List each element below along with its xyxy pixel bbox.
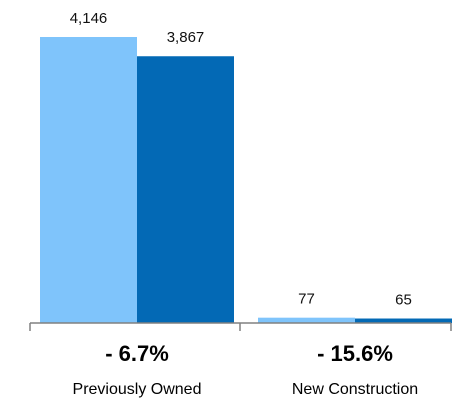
- value-label-1-0: 77: [298, 291, 315, 308]
- percent-changes-group: - 6.7% - 15.6%: [105, 341, 393, 366]
- bar-1-1: [355, 318, 452, 323]
- value-label-1-1: 65: [395, 292, 412, 309]
- category-labels-group: Previously Owned New Construction: [73, 381, 419, 398]
- bar-0-0: [40, 37, 137, 323]
- category-label-0: Previously Owned: [73, 381, 202, 398]
- x-axis: [29, 322, 452, 331]
- category-label-1: New Construction: [292, 381, 418, 398]
- value-labels-group: 4,146 3,867 77 65: [70, 10, 412, 309]
- percent-change-1: - 15.6%: [317, 341, 393, 366]
- bar-0-1: [137, 56, 234, 323]
- value-label-0-0: 4,146: [70, 10, 108, 27]
- bars-group: [40, 37, 452, 323]
- percent-change-0: - 6.7%: [105, 341, 169, 366]
- bar-1-0: [258, 317, 355, 323]
- value-label-0-1: 3,867: [167, 29, 205, 46]
